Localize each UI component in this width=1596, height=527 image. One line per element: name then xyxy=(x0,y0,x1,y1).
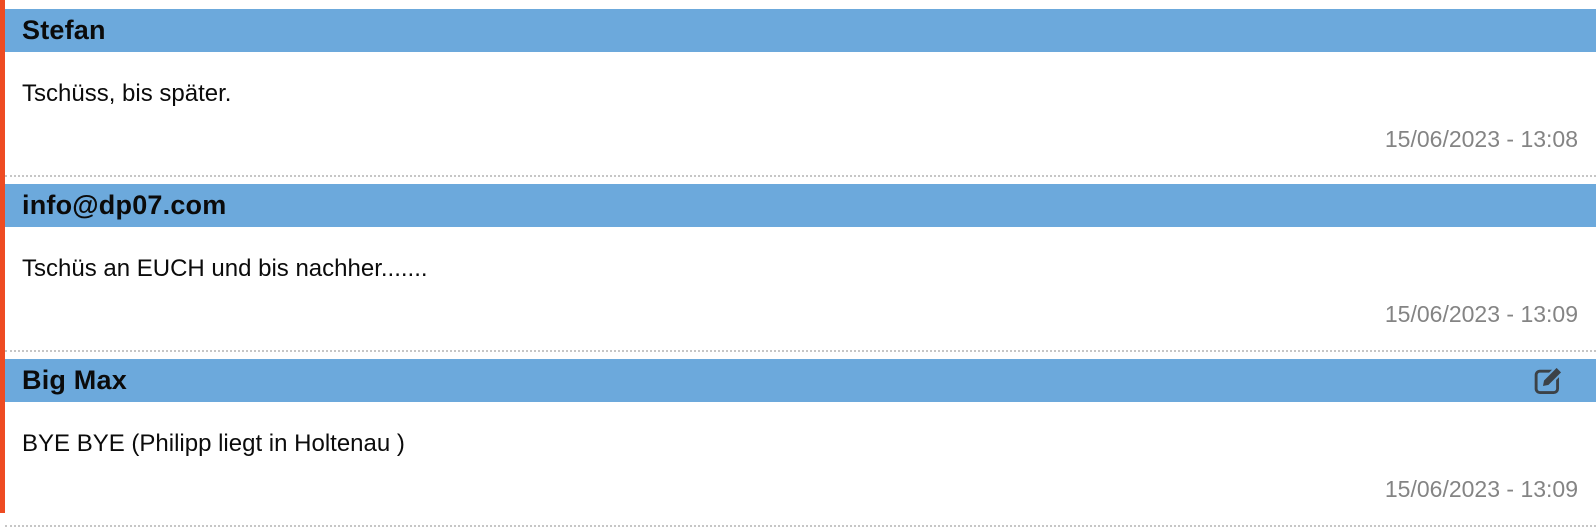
message-timestamp: 15/06/2023 - 13:09 xyxy=(1384,301,1578,327)
message-list: Stefan Tschüss, bis später. 15/06/2023 -… xyxy=(5,0,1596,527)
message-timestamp: 15/06/2023 - 13:09 xyxy=(1384,476,1578,502)
message-timestamp: 15/06/2023 - 13:08 xyxy=(1384,126,1578,152)
message-sender-label: Stefan xyxy=(22,15,106,45)
edit-pencil-square-icon[interactable] xyxy=(1531,364,1565,398)
message-item: Big Max BYE BYE (Philipp liegt in Holten… xyxy=(5,359,1596,527)
message-text: Tschüss, bis später. xyxy=(22,80,232,107)
message-header: info@dp07.com xyxy=(5,184,1596,227)
message-sender-label: Big Max xyxy=(22,365,127,395)
message-text: BYE BYE (Philipp liegt in Holtenau ) xyxy=(22,430,405,457)
message-item: Stefan Tschüss, bis später. 15/06/2023 -… xyxy=(5,9,1596,177)
message-item: info@dp07.com Tschüs an EUCH und bis nac… xyxy=(5,184,1596,352)
message-header: Big Max xyxy=(5,359,1596,402)
message-text: Tschüs an EUCH und bis nachher....... xyxy=(22,255,428,282)
message-header: Stefan xyxy=(5,9,1596,52)
message-sender-label: info@dp07.com xyxy=(22,190,227,220)
